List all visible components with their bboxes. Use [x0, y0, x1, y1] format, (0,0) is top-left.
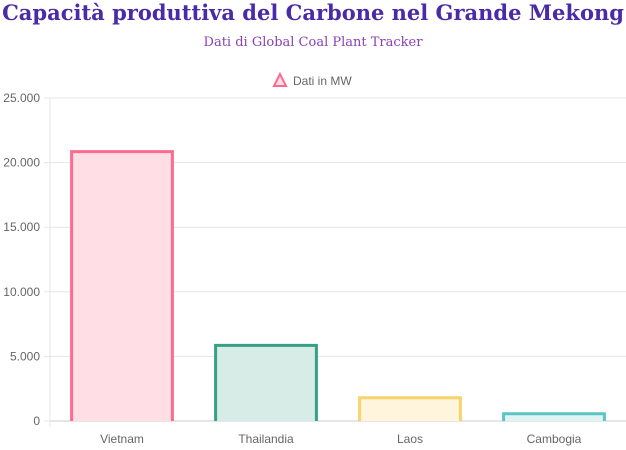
bar-cambogia[interactable]: [503, 413, 605, 421]
bar-outline: [214, 343, 318, 421]
y-tick-label: 10.000: [3, 285, 40, 299]
y-tick-label: 0: [33, 414, 40, 428]
x-tick-label: Vietnam: [100, 432, 144, 446]
bar-outline: [70, 150, 174, 421]
y-axis-ticks: 0 5.000 10.000 15.000 20.000 25.000: [3, 91, 40, 428]
bar-vietnam[interactable]: [71, 151, 173, 422]
chart-title: Capacità produttiva del Carbone nel Gran…: [2, 0, 624, 25]
bar-thailandia[interactable]: [215, 345, 317, 421]
legend-label: Dati in MW: [293, 74, 352, 88]
y-tick-label: 20.000: [3, 156, 40, 170]
x-axis-ticks: Vietnam Thailandia Laos Cambogia: [100, 432, 582, 446]
bar-outline: [358, 396, 462, 421]
bar-outline: [502, 412, 606, 421]
x-tick-label: Laos: [397, 432, 423, 446]
x-tick-label: Cambogia: [527, 432, 582, 446]
bars: [70, 150, 606, 422]
x-tick-label: Thailandia: [238, 432, 294, 446]
triangle-icon: [272, 71, 288, 87]
bar-laos[interactable]: [359, 397, 461, 421]
y-tick-label: 5.000: [10, 349, 40, 363]
chart-subtitle: Dati di Global Coal Plant Tracker: [203, 35, 423, 50]
y-tick-label: 25.000: [3, 91, 40, 105]
legend[interactable]: Dati in MW: [272, 71, 352, 88]
y-tick-label: 15.000: [3, 220, 40, 234]
